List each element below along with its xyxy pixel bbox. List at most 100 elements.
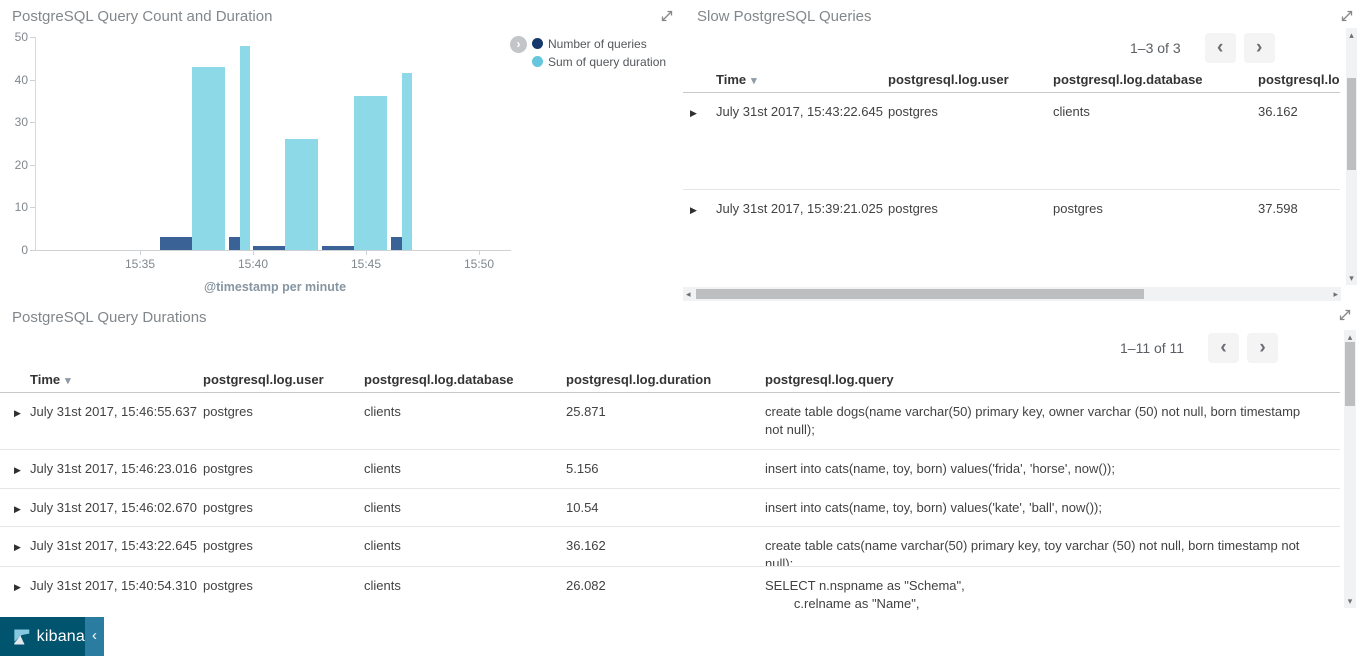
cell-time: July 31st 2017, 15:43:22.645 xyxy=(30,538,197,553)
column-header-database[interactable]: postgresql.log.database xyxy=(1053,72,1203,87)
x-axis-tick xyxy=(366,250,367,255)
column-header-time[interactable]: Time ▾ xyxy=(716,72,757,87)
sort-descending-icon[interactable]: ▾ xyxy=(65,375,71,387)
panel-query-count-and-duration: PostgreSQL Query Count and Duration @tim… xyxy=(0,0,676,300)
table-row[interactable]: ▶ July 31st 2017, 15:43:22.645 postgres cl… xyxy=(0,527,1340,567)
x-axis-tick-label: 15:45 xyxy=(350,257,382,271)
cell-duration: 36.162 xyxy=(566,538,606,553)
expand-panel-icon[interactable] xyxy=(660,9,674,23)
bar-sum-of-query-duration[interactable] xyxy=(192,67,225,250)
expand-row-cell[interactable]: ▶ xyxy=(683,93,716,189)
row-caret-icon[interactable]: ▶ xyxy=(14,542,21,552)
cell-time: July 31st 2017, 15:39:21.025 xyxy=(716,201,883,216)
cell-query: insert into cats(name, toy, born) values… xyxy=(765,500,1102,515)
x-axis-tick-label: 15:40 xyxy=(237,257,269,271)
bar-number-of-queries[interactable] xyxy=(229,237,240,250)
expand-panel-icon[interactable] xyxy=(1338,308,1352,322)
row-caret-icon[interactable]: ▶ xyxy=(14,582,21,592)
expand-row-cell[interactable]: ▶ xyxy=(0,450,30,488)
expand-column-header[interactable] xyxy=(683,64,716,72)
column-header-user[interactable]: postgresql.log.user xyxy=(203,372,324,387)
y-axis-tick xyxy=(30,37,35,38)
table-row[interactable]: ▶ July 31st 2017, 15:40:54.310 postgres cl… xyxy=(0,567,1340,610)
expand-row-cell[interactable]: ▶ xyxy=(0,567,30,610)
expand-row-cell[interactable]: ▶ xyxy=(683,190,716,285)
previous-page-button[interactable]: ‹ xyxy=(1208,333,1240,363)
next-page-button[interactable]: › xyxy=(1243,33,1275,63)
scroll-down-icon[interactable]: ▾ xyxy=(1349,273,1354,283)
x-axis-title: @timestamp per minute xyxy=(203,280,347,294)
cell-duration: 10.54 xyxy=(566,500,599,515)
expand-row-cell[interactable]: ▶ xyxy=(0,393,30,449)
column-header-user[interactable]: postgresql.log.user xyxy=(888,72,1009,87)
column-header-time[interactable]: Time ▾ xyxy=(30,372,71,387)
kibana-app-bar[interactable]: kibana xyxy=(0,617,85,656)
cell-user: postgres xyxy=(203,500,253,515)
horizontal-scrollbar[interactable]: ◂ ▸ xyxy=(683,287,1341,301)
cell-database: clients xyxy=(364,578,401,593)
bar-sum-of-query-duration[interactable] xyxy=(240,46,250,250)
bar-sum-of-query-duration[interactable] xyxy=(354,96,387,250)
slow-queries-table: Time ▾ postgresql.log.user postgresql.log.d… xyxy=(683,64,1340,286)
column-header-duration[interactable]: postgresql.log.duration xyxy=(566,372,712,387)
scrollbar-thumb[interactable] xyxy=(1347,78,1356,170)
scrollbar-thumb[interactable] xyxy=(1345,342,1355,406)
bar-sum-of-query-duration[interactable] xyxy=(402,73,412,250)
bar-number-of-queries[interactable] xyxy=(160,237,192,250)
scroll-left-icon[interactable]: ◂ xyxy=(686,289,691,299)
pagination-label: 1–3 of 3 xyxy=(1130,40,1181,56)
scroll-right-icon[interactable]: ▸ xyxy=(1333,289,1338,299)
expand-panel-icon[interactable] xyxy=(1340,9,1354,23)
bar-number-of-queries[interactable] xyxy=(322,246,354,250)
y-axis-tick-label: 40 xyxy=(14,73,28,87)
legend-item[interactable]: Sum of query duration xyxy=(532,53,666,69)
expand-row-cell[interactable]: ▶ xyxy=(0,489,30,526)
y-axis-tick-label: 20 xyxy=(14,158,28,172)
bar-number-of-queries[interactable] xyxy=(253,246,285,250)
vertical-scrollbar[interactable]: ▴ ▾ xyxy=(1346,28,1357,285)
kibana-logo-icon xyxy=(14,629,30,644)
row-caret-icon[interactable]: ▶ xyxy=(690,108,697,118)
cell-user: postgres xyxy=(888,104,938,119)
table-row[interactable]: ▶ July 31st 2017, 15:46:23.016 postgres cl… xyxy=(0,450,1340,489)
row-caret-icon[interactable]: ▶ xyxy=(690,205,697,215)
cell-query: create table cats(name varchar(50) prima… xyxy=(765,538,1304,566)
bar-number-of-queries[interactable] xyxy=(391,237,402,250)
table-row[interactable]: ▶ July 31st 2017, 15:46:55.637 postgres cl… xyxy=(0,393,1340,450)
x-axis-tick xyxy=(140,250,141,255)
cell-user: postgres xyxy=(203,404,253,419)
legend-item[interactable]: Number of queries xyxy=(532,35,647,51)
bar-sum-of-query-duration[interactable] xyxy=(285,139,318,250)
next-page-button[interactable]: › xyxy=(1247,333,1279,363)
cell-database: clients xyxy=(364,404,401,419)
x-axis-tick xyxy=(253,250,254,255)
expand-column-header[interactable] xyxy=(0,364,30,372)
cell-time: July 31st 2017, 15:40:54.310 xyxy=(30,578,197,593)
sort-descending-icon[interactable]: ▾ xyxy=(751,75,757,87)
cell-duration: 26.082 xyxy=(566,578,606,593)
x-axis-line xyxy=(35,250,511,251)
vertical-scrollbar[interactable]: ▴ ▾ xyxy=(1344,330,1356,608)
expand-row-cell[interactable]: ▶ xyxy=(0,527,30,566)
table-row[interactable]: ▶ July 31st 2017, 15:43:22.645 postgres cl… xyxy=(683,93,1340,190)
column-header-database[interactable]: postgresql.log.database xyxy=(364,372,514,387)
row-caret-icon[interactable]: ▶ xyxy=(14,465,21,475)
table-row[interactable]: ▶ July 31st 2017, 15:46:02.670 postgres cl… xyxy=(0,489,1340,527)
collapse-sidebar-button[interactable]: ‹ xyxy=(85,617,104,656)
cell-database: clients xyxy=(1053,104,1090,119)
table-row[interactable]: ▶ July 31st 2017, 15:39:21.025 postgres po… xyxy=(683,190,1340,285)
row-caret-icon[interactable]: ▶ xyxy=(14,504,21,514)
scroll-up-icon[interactable]: ▴ xyxy=(1349,30,1354,40)
legend-color-dot xyxy=(532,38,543,49)
column-header-query[interactable]: postgresql.log.query xyxy=(765,372,894,387)
scrollbar-thumb[interactable] xyxy=(696,289,1144,299)
scroll-up-icon[interactable]: ▴ xyxy=(1347,332,1353,342)
row-caret-icon[interactable]: ▶ xyxy=(14,408,21,418)
scroll-down-icon[interactable]: ▾ xyxy=(1347,596,1353,606)
legend-toggle-icon[interactable]: › xyxy=(510,36,527,53)
previous-page-button[interactable]: ‹ xyxy=(1204,33,1236,63)
pagination-label: 1–11 of 11 xyxy=(1120,340,1185,356)
cell-duration: 5.156 xyxy=(566,461,599,476)
column-header-duration[interactable]: postgresql.log.duration xyxy=(1258,72,1340,87)
y-axis-tick-label: 0 xyxy=(21,243,28,257)
